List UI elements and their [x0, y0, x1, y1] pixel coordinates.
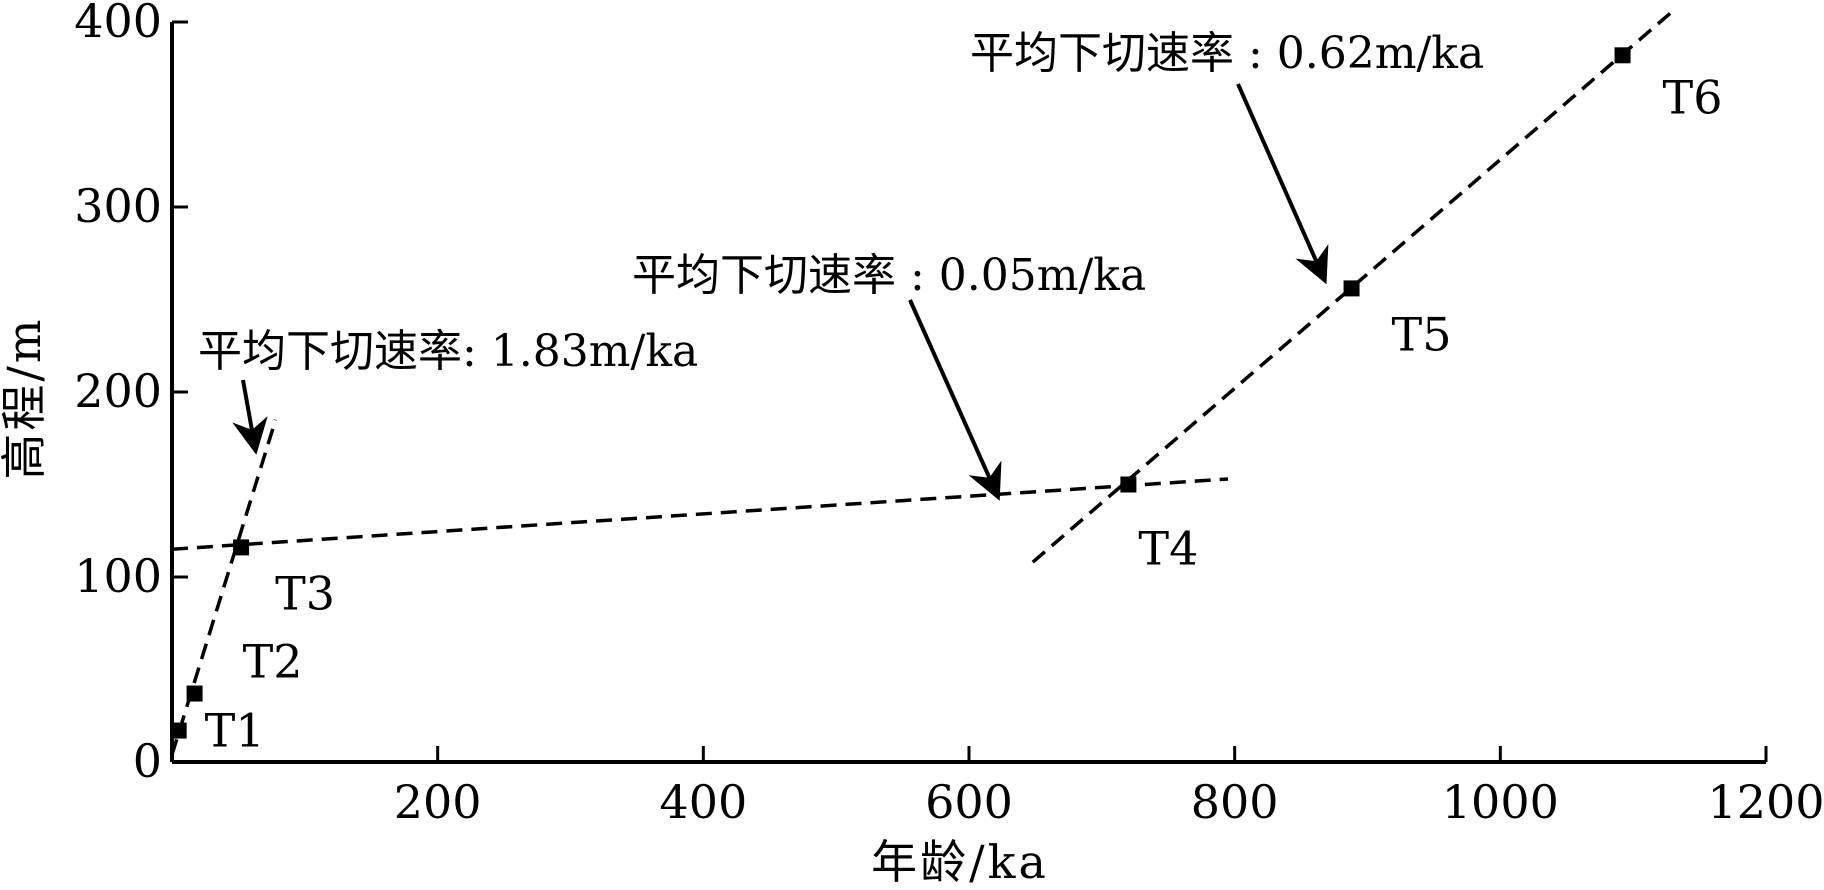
y-tick-label: 100: [74, 549, 162, 603]
data-point: [233, 539, 250, 556]
trend-line: [171, 477, 1229, 551]
point-label: T2: [243, 635, 303, 689]
data-point: [170, 722, 187, 739]
axes: [170, 22, 1766, 764]
axis-labels: 年龄/ka 高程/m: [0, 316, 1049, 889]
x-tick-label: 600: [925, 775, 1013, 829]
y-tick-label: 300: [74, 179, 162, 233]
y-tick-label: 200: [74, 364, 162, 418]
data-point: [1614, 47, 1631, 64]
data-point: [186, 685, 203, 702]
annotation-arrow: [908, 299, 1002, 501]
annotation-text: 平均下切速率 : 0.62m/ka: [970, 28, 1484, 79]
x-tick-label: 200: [394, 775, 482, 829]
point-label: T5: [1392, 307, 1452, 361]
point-label: T4: [1138, 522, 1198, 576]
x-tick-label: 1000: [1442, 775, 1559, 829]
data-point: [1343, 280, 1360, 297]
annotation-text: 平均下切速率 : 0.05m/ka: [632, 250, 1146, 301]
data-points: T1 T2 T3 T4 T5 T6: [170, 47, 1723, 758]
annotation-arrow: [1236, 83, 1329, 285]
y-axis-label: 高程/m: [0, 316, 51, 479]
x-tick-label: 1200: [1707, 775, 1824, 829]
point-label: T3: [275, 566, 335, 620]
annotation-text: 平均下切速率: 1.83m/ka: [198, 326, 698, 377]
annotations: 平均下切速率: 1.83m/ka 平均下切速率 : 0.05m/ka 平均下切速率 …: [198, 28, 1484, 501]
ticks: 200 400 600 800 1000 1200 0 100 200 300 400: [74, 0, 1824, 829]
point-label: T1: [205, 704, 265, 758]
trend-lines: [170, 9, 1675, 756]
y-tick-label: 400: [74, 0, 162, 48]
x-tick-label: 400: [659, 775, 747, 829]
point-label: T6: [1663, 70, 1723, 124]
y-tick-label: 0: [133, 734, 162, 788]
data-point: [1120, 476, 1137, 493]
x-tick-label: 800: [1191, 775, 1279, 829]
trend-line: [1031, 9, 1675, 564]
annotation-arrow: [232, 379, 268, 455]
x-axis-label: 年龄/ka: [871, 835, 1049, 889]
